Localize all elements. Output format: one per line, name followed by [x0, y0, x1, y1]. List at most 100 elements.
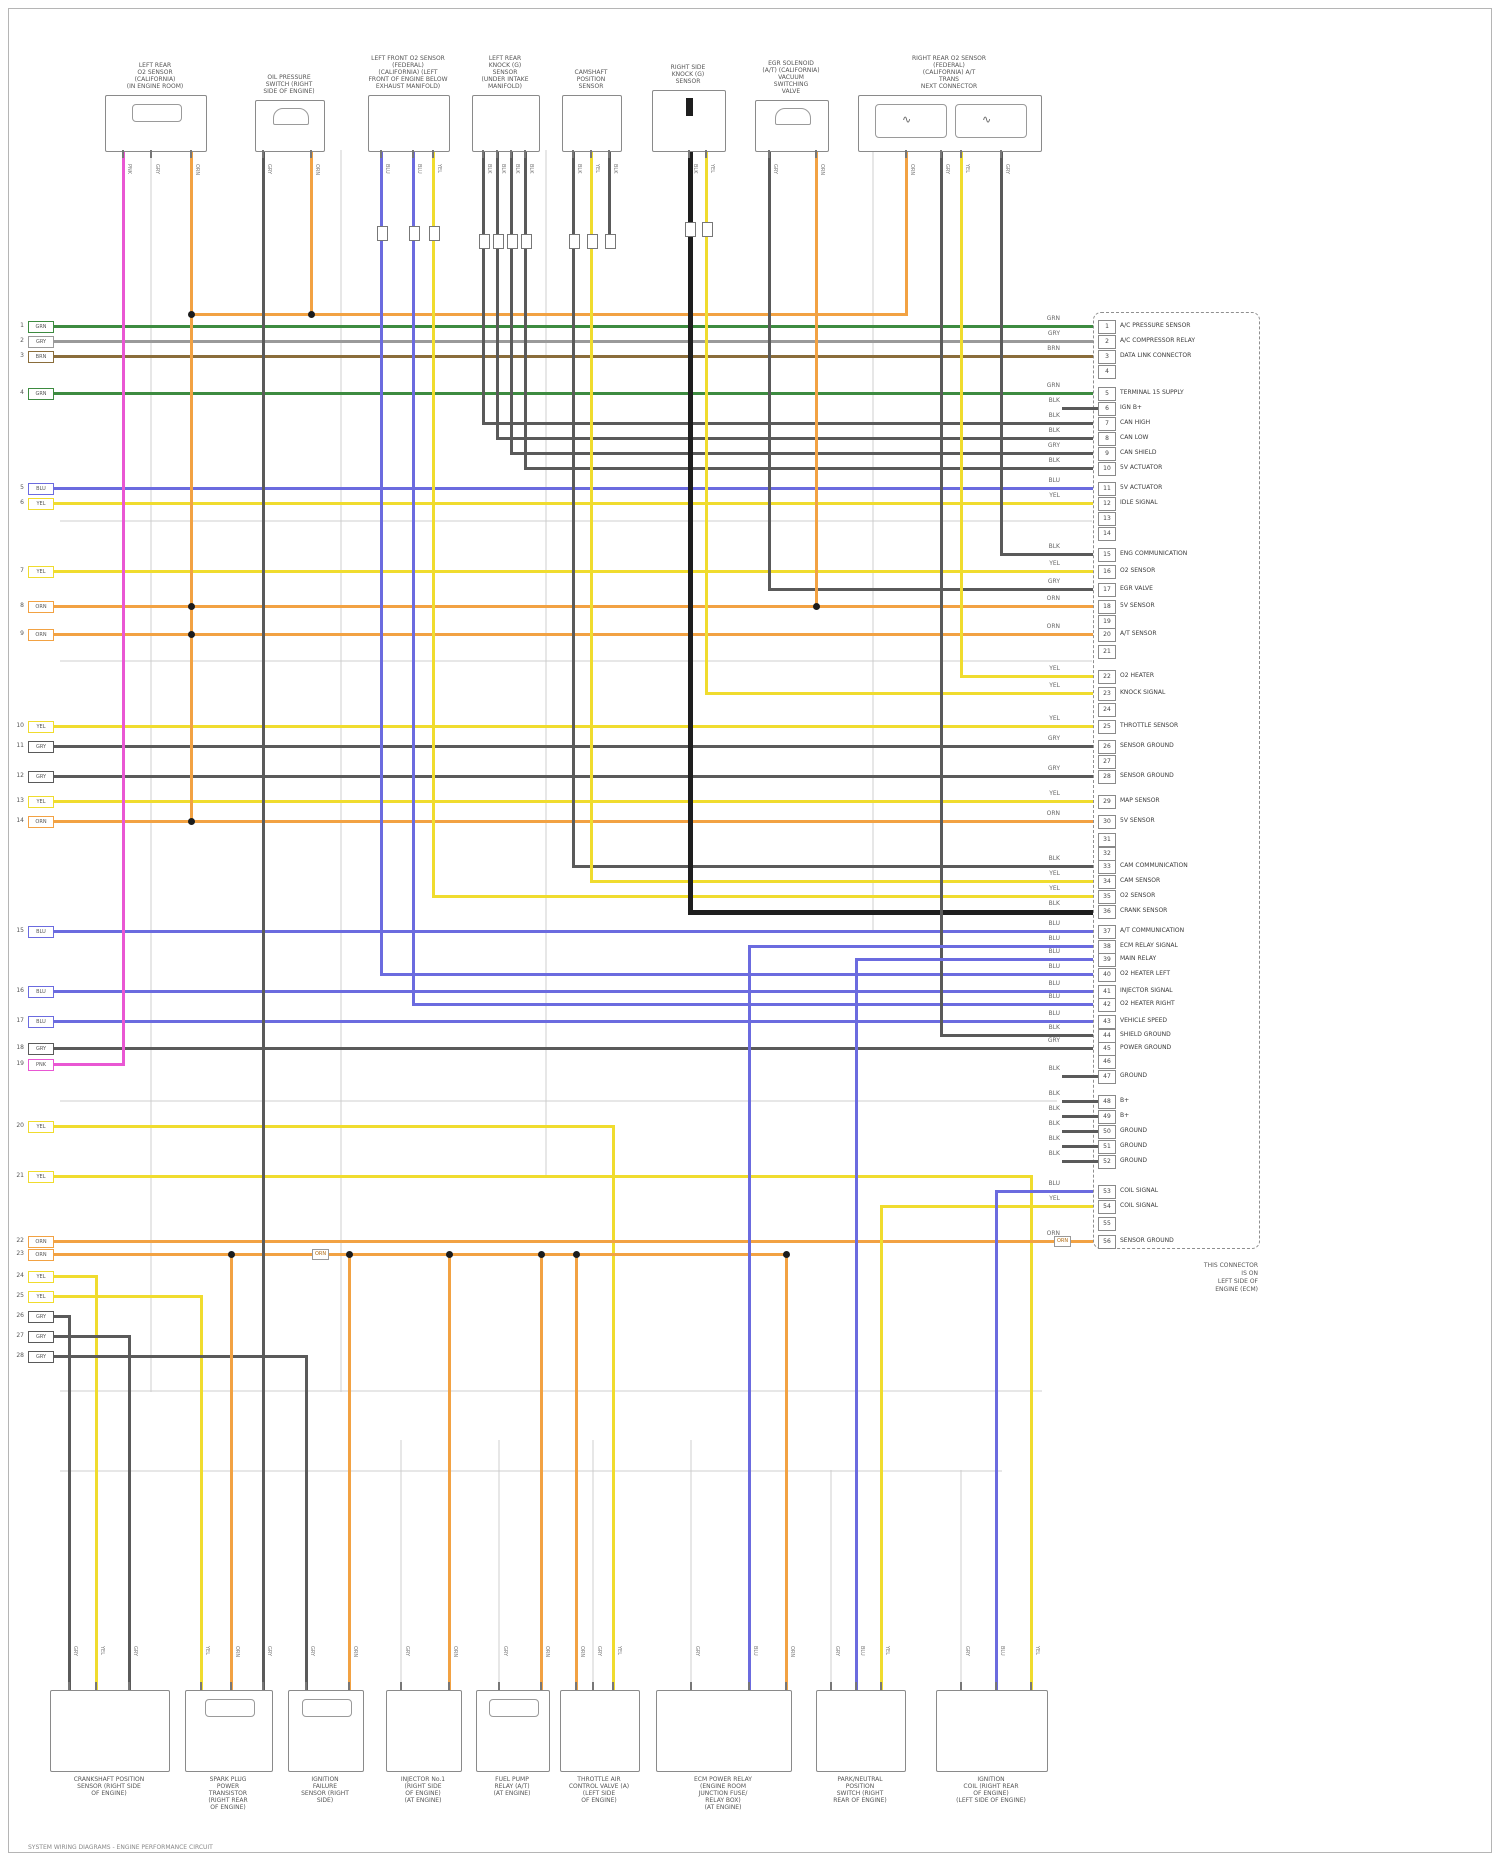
component-label-line: (AT ENGINE)	[704, 1804, 742, 1811]
wire-color-tag: ORN	[312, 1249, 330, 1260]
component-label-line: (ENGINE ROOM	[699, 1783, 747, 1790]
ecm-pin-number: 1	[1098, 320, 1116, 334]
component-label-line: (UNDER INTAKE	[481, 76, 529, 83]
terminal-pin	[995, 1682, 997, 1690]
component-label-line: NEXT CONNECTOR	[920, 83, 978, 90]
terminal-pin	[262, 1682, 264, 1690]
wire-black	[688, 150, 693, 915]
terminal-pin	[412, 150, 414, 158]
terminal-pin	[200, 1682, 202, 1690]
component-label-line: SWITCH (RIGHT	[265, 81, 313, 88]
ecm-pin-label: CRANK SENSOR	[1120, 907, 1168, 914]
wire-code-vertical: ORN	[194, 164, 200, 176]
left-pin-terminal: BLU	[28, 483, 54, 495]
component-label-line: (FEDERAL)	[933, 62, 965, 69]
terminal-pin	[540, 1682, 542, 1690]
wire-orange	[230, 1253, 233, 1693]
ecm-pin-number: 16	[1098, 565, 1116, 579]
terminal-pin	[310, 150, 312, 158]
ecm-pin-number: 56	[1098, 1235, 1116, 1249]
wire-dark	[1000, 150, 1003, 556]
terminal-pin	[590, 150, 592, 158]
ecm-pin-label: B+	[1120, 1112, 1130, 1119]
component-label-line: (A/T) (CALIFORNIA)	[762, 67, 820, 74]
component-inner-shape	[132, 104, 182, 122]
component-label-line: POSITION	[576, 76, 606, 83]
wire-dark	[510, 452, 1096, 455]
wire-code-vertical: YEL	[709, 164, 715, 173]
component-box	[50, 1690, 170, 1772]
terminal-pin	[432, 150, 434, 158]
left-pin-terminal: GRN	[28, 388, 54, 400]
component-label-line: SIDE)	[316, 1797, 334, 1804]
wire-orange	[190, 313, 908, 316]
ecm-pin-number: 7	[1098, 417, 1116, 431]
junction-dot	[228, 1251, 235, 1258]
ecm-pin-number: 31	[1098, 833, 1116, 847]
left-pin-terminal: GRY	[28, 1043, 54, 1055]
left-pin-terminal: ORN	[28, 629, 54, 641]
wire-magenta	[52, 1063, 125, 1066]
ecm-pin-number: 23	[1098, 687, 1116, 701]
left-pin-number: 12	[16, 772, 24, 779]
ecm-pin-label: SHIELD GROUND	[1120, 1031, 1171, 1038]
component-label-line: KNOCK (G)	[488, 62, 522, 69]
component-label: LEFT FRONT O2 SENSOR (FEDERAL) (CALIFORNIA…	[328, 55, 488, 90]
terminal-pin	[688, 150, 690, 158]
component-label-line: SENSOR	[492, 69, 518, 76]
wire-code-vertical: YEL	[436, 164, 442, 173]
wire-orange	[905, 150, 908, 316]
wire-orange	[785, 1253, 788, 1693]
ecm-pin-label: CAM COMMUNICATION	[1120, 862, 1188, 869]
terminal-pin	[608, 150, 610, 158]
ecm-pin-number: 3	[1098, 350, 1116, 364]
wire-blue	[52, 1020, 1096, 1023]
ecm-pin-label: ENG COMMUNICATION	[1120, 550, 1188, 557]
component-label-line: CRANKSHAFT POSITION	[73, 1776, 145, 1783]
terminal-pin	[262, 150, 264, 158]
ecm-note-line: ENGINE (ECM)	[1215, 1286, 1258, 1293]
component-inner-shape	[489, 1699, 539, 1717]
component-label-line: REAR OF ENGINE)	[833, 1797, 887, 1804]
component-label-line: VALVE	[781, 88, 801, 95]
ecm-pin-number: 37	[1098, 925, 1116, 939]
component-label: RIGHT SIDE KNOCK (G) SENSOR	[608, 64, 768, 85]
left-pin-number: 17	[16, 1017, 24, 1024]
component-label: SPARK PLUG POWER TRANSISTOR (RIGHT REAR OF E…	[148, 1776, 308, 1811]
component-box: ∿ ∿	[858, 95, 1042, 152]
component-label: IGNITION FAILURE SENSOR (RIGHT SIDE)	[245, 1776, 405, 1804]
left-pin-number: 19	[16, 1060, 24, 1067]
wire-yellow	[590, 880, 1096, 883]
wire-code-vertical: BLU	[859, 1646, 865, 1656]
terminal-pin	[960, 1682, 962, 1690]
ecm-location-note: THIS CONNECTOR IS ON LEFT SIDE OF ENGINE (E…	[1120, 1262, 1258, 1294]
left-pin-terminal: BLU	[28, 986, 54, 998]
wire-orange	[815, 150, 818, 608]
wire-blue	[412, 1003, 1096, 1006]
ecm-pin-label: O2 SENSOR	[1120, 892, 1156, 899]
wire-lgray	[690, 1440, 692, 1692]
wire-code-vertical: GRY	[309, 1646, 315, 1657]
terminal-pin	[815, 150, 817, 158]
inline-connector	[605, 234, 616, 249]
terminal-pin	[68, 1682, 70, 1690]
wire-color-tag: ORN	[1054, 1236, 1072, 1247]
left-pin-number: 11	[16, 742, 24, 749]
ecm-wire-code: GRY	[1047, 765, 1060, 772]
ecm-wire-code: YEL	[1049, 870, 1060, 877]
wire-code-vertical: BLK	[692, 164, 698, 174]
left-pin-number: 23	[16, 1250, 24, 1257]
ecm-pin-number: 35	[1098, 890, 1116, 904]
ecm-wire-code: BLK	[1048, 1105, 1060, 1112]
ecm-pin-number: 38	[1098, 940, 1116, 954]
ecm-pin-label: O2 SENSOR	[1120, 567, 1156, 574]
wire-dark	[768, 150, 771, 591]
component-box	[386, 1690, 462, 1772]
terminal-pin	[496, 150, 498, 158]
component-label-line: SIDE OF ENGINE)	[263, 88, 315, 95]
ecm-wire-code: BLK	[1048, 397, 1060, 404]
ecm-pin-stub-wire	[1062, 1130, 1098, 1133]
wire-code-vertical: GRY	[404, 1646, 410, 1657]
wire-code-vertical: GRY	[502, 1646, 508, 1657]
ecm-pin-number: 19	[1098, 615, 1116, 629]
